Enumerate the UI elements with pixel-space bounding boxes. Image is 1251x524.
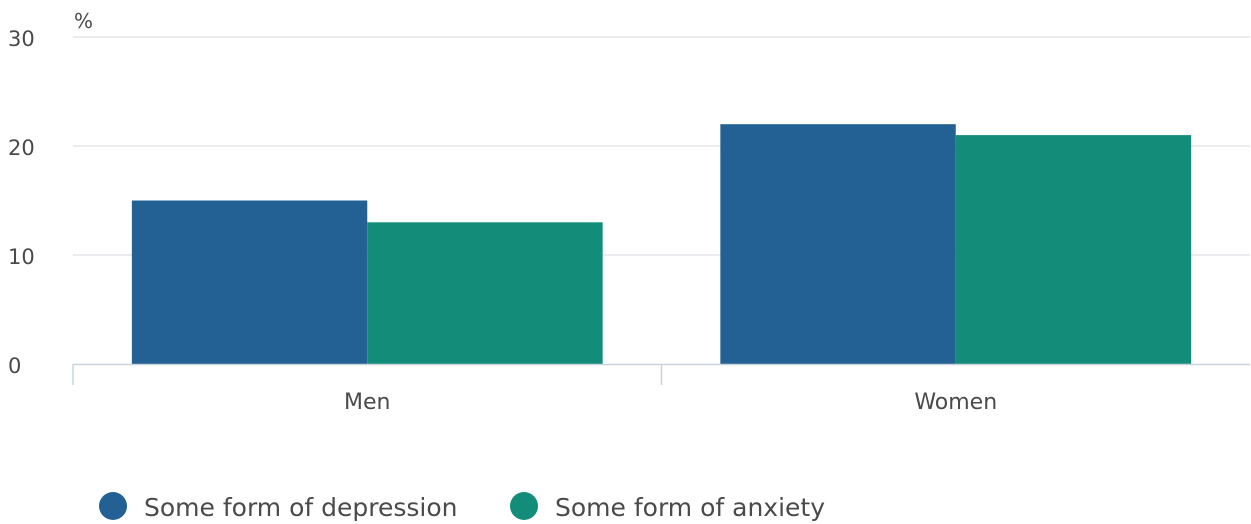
y-tick-label: 10: [8, 245, 35, 269]
y-tick-label: 30: [8, 27, 35, 51]
bar-women-series-2: [955, 135, 1192, 364]
legend-swatch: [510, 492, 538, 520]
x-category-label: Men: [344, 390, 390, 415]
y-tick-label: 0: [8, 354, 21, 378]
legend-swatch: [99, 492, 127, 520]
legend-item[interactable]: Some form of anxiety: [510, 492, 825, 522]
bars: [131, 124, 1192, 364]
x-axis: Men Women: [72, 363, 1250, 415]
bar-men-series-2: [367, 222, 603, 364]
bar-men-series-1: [131, 200, 368, 364]
bar-women-series-1: [720, 124, 956, 364]
legend: Some form of depression Some form of anxi…: [99, 492, 825, 522]
y-tick-label: 20: [8, 136, 35, 160]
legend-label: Some form of anxiety: [555, 493, 825, 522]
legend-item[interactable]: Some form of depression: [99, 492, 458, 522]
x-category-label: Women: [914, 390, 997, 415]
y-axis-unit-label: %: [74, 9, 93, 33]
y-axis-ticks: 0 10 20 30: [8, 27, 35, 378]
legend-label: Some form of depression: [144, 493, 458, 522]
